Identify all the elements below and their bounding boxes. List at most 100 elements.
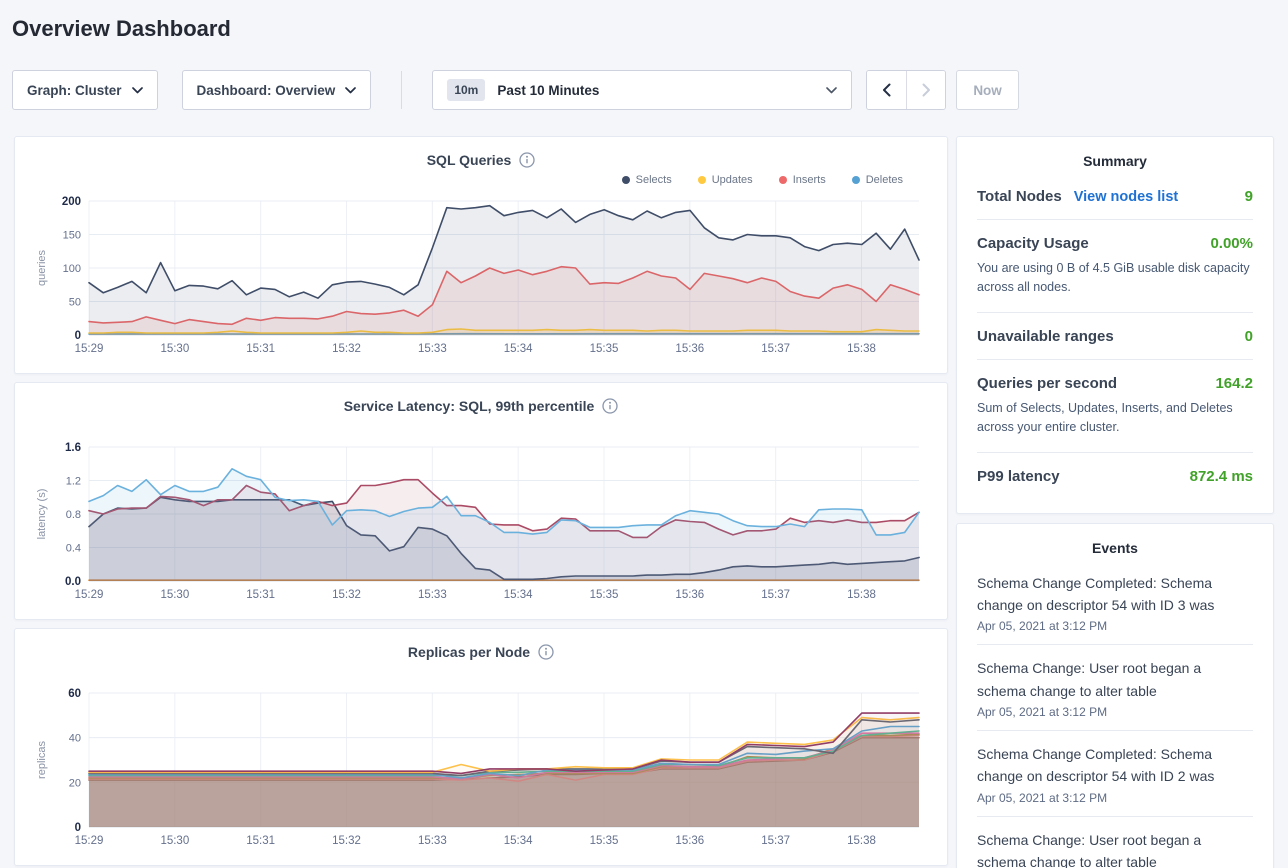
svg-text:15:29: 15:29 xyxy=(75,835,104,847)
svg-text:15:37: 15:37 xyxy=(761,589,790,601)
legend-label: Inserts xyxy=(792,174,826,186)
chevron-left-icon xyxy=(883,83,891,97)
event-item: Schema Change: User root began a schema … xyxy=(977,644,1253,730)
svg-text:15:32: 15:32 xyxy=(332,589,361,601)
chart-title-row: SQL Queries xyxy=(31,149,931,171)
svg-text:0.0: 0.0 xyxy=(65,576,81,588)
summary-row-total-nodes: Total Nodes View nodes list 9 xyxy=(977,173,1253,219)
charts-column: SQL Queries Selects Updates Inserts Deletes… xyxy=(14,136,948,866)
summary-panel: Summary Total Nodes View nodes list 9 Ca… xyxy=(956,136,1274,514)
svg-text:15:38: 15:38 xyxy=(847,835,876,847)
legend-dot-icon xyxy=(697,176,706,184)
time-back-button[interactable] xyxy=(867,71,907,109)
chart-legend xyxy=(31,417,931,435)
event-time: Apr 05, 2021 at 3:12 PM xyxy=(977,705,1108,720)
dashboard-dropdown[interactable]: Dashboard: Overview xyxy=(181,70,372,110)
summary-label: P99 latency xyxy=(977,467,1060,485)
legend-label: Selects xyxy=(635,174,672,186)
legend-item[interactable]: Updates xyxy=(697,174,753,186)
event-text: Schema Change Completed: Schema change o… xyxy=(977,746,1215,785)
svg-text:0.8: 0.8 xyxy=(66,509,81,521)
svg-text:1.2: 1.2 xyxy=(66,476,81,488)
legend-item[interactable]: Deletes xyxy=(851,174,903,186)
events-list: Schema Change Completed: Schema change o… xyxy=(977,560,1253,868)
sidebar-column: Summary Total Nodes View nodes list 9 Ca… xyxy=(956,136,1274,868)
legend-dot-icon xyxy=(621,176,630,184)
svg-text:15:30: 15:30 xyxy=(160,835,189,847)
event-time: Apr 05, 2021 at 3:12 PM xyxy=(977,790,1108,805)
svg-text:200: 200 xyxy=(62,196,81,208)
svg-text:15:37: 15:37 xyxy=(761,835,790,847)
toolbar: Graph: Cluster Dashboard: Overview 10m P… xyxy=(0,42,1288,110)
svg-text:15:36: 15:36 xyxy=(675,343,704,355)
info-icon[interactable] xyxy=(602,398,618,414)
replicas-per-node-chart[interactable]: 15:29 15:30 15:31 15:32 15:33 15:34 15:35 15:36… xyxy=(31,683,931,855)
service-latency-chart[interactable]: 15:29 15:30 15:31 15:32 15:33 15:34 15:35 15:36… xyxy=(31,437,931,609)
chevron-down-icon xyxy=(345,86,357,93)
svg-text:0: 0 xyxy=(75,330,81,342)
svg-text:1.6: 1.6 xyxy=(65,442,81,454)
summary-row-p99-latency: P99 latency 872.4 ms xyxy=(977,451,1253,499)
info-icon[interactable] xyxy=(538,644,554,660)
summary-row-unavailable-ranges: Unavailable ranges 0 xyxy=(977,311,1253,359)
summary-value: 9 xyxy=(1244,188,1253,205)
chevron-down-icon xyxy=(131,86,143,93)
toolbar-divider xyxy=(401,71,403,109)
svg-text:15:31: 15:31 xyxy=(246,589,275,601)
legend-dot-icon xyxy=(851,176,860,184)
now-button[interactable]: Now xyxy=(956,70,1019,110)
svg-text:15:33: 15:33 xyxy=(418,343,447,355)
svg-text:50: 50 xyxy=(69,297,81,309)
summary-value: 0 xyxy=(1244,327,1253,345)
event-item: Schema Change Completed: Schema change o… xyxy=(977,560,1253,645)
service-latency-chart-card: Service Latency: SQL, 99th percentile 15… xyxy=(14,382,948,620)
chart-title-row: Replicas per Node xyxy=(31,641,931,663)
summary-label: Queries per second xyxy=(977,374,1118,392)
svg-text:15:31: 15:31 xyxy=(246,343,275,355)
svg-text:queries: queries xyxy=(36,249,48,286)
svg-text:15:37: 15:37 xyxy=(761,343,790,355)
svg-text:15:35: 15:35 xyxy=(590,835,619,847)
summary-description: You are using 0 B of 4.5 GiB usable disk… xyxy=(977,261,1250,295)
svg-text:15:30: 15:30 xyxy=(160,343,189,355)
legend-dot-icon xyxy=(778,176,787,184)
time-range-badge: 10m xyxy=(447,79,486,101)
svg-text:15:38: 15:38 xyxy=(847,343,876,355)
events-panel: Events Schema Change Completed: Schema c… xyxy=(956,522,1274,868)
event-item: Schema Change Completed: Schema change o… xyxy=(977,730,1253,816)
time-range-dropdown[interactable]: 10m Past 10 Minutes xyxy=(432,70,853,110)
svg-text:15:36: 15:36 xyxy=(675,589,704,601)
time-range-label: Past 10 Minutes xyxy=(497,82,600,98)
svg-text:150: 150 xyxy=(63,230,81,242)
svg-text:15:30: 15:30 xyxy=(160,589,189,601)
graph-dropdown[interactable]: Graph: Cluster xyxy=(12,70,158,110)
svg-text:15:38: 15:38 xyxy=(847,589,876,601)
chart-title: Replicas per Node xyxy=(407,644,531,660)
svg-text:15:35: 15:35 xyxy=(590,589,619,601)
legend-item[interactable]: Selects xyxy=(621,174,672,186)
svg-text:60: 60 xyxy=(68,688,81,700)
svg-text:15:34: 15:34 xyxy=(504,343,533,355)
svg-text:15:29: 15:29 xyxy=(75,589,104,601)
svg-text:15:33: 15:33 xyxy=(418,589,447,601)
svg-text:15:35: 15:35 xyxy=(590,343,619,355)
time-forward-button[interactable] xyxy=(906,71,946,109)
svg-text:15:36: 15:36 xyxy=(675,835,704,847)
dashboard-content: SQL Queries Selects Updates Inserts Deletes… xyxy=(0,110,1288,868)
summary-value: 164.2 xyxy=(1215,374,1253,392)
svg-text:0: 0 xyxy=(75,822,81,834)
summary-row-queries-per-second: Queries per second 164.2 Sum of Selects,… xyxy=(977,358,1253,452)
view-nodes-list-link[interactable]: View nodes list xyxy=(1073,189,1179,205)
sql-queries-chart-card: SQL Queries Selects Updates Inserts Deletes… xyxy=(14,136,948,374)
legend-item[interactable]: Inserts xyxy=(778,174,826,186)
time-window-arrows xyxy=(866,70,947,110)
sql-queries-chart[interactable]: 15:29 15:30 15:31 15:32 15:33 15:34 15:35 15:36… xyxy=(31,191,931,363)
svg-text:15:32: 15:32 xyxy=(332,343,361,355)
info-icon[interactable] xyxy=(519,152,535,168)
replicas-per-node-chart-card: Replicas per Node 15:29 15:30 15:31 15:32 15… xyxy=(14,628,948,866)
svg-text:100: 100 xyxy=(63,263,81,275)
event-time: Apr 05, 2021 at 3:12 PM xyxy=(977,619,1108,634)
chevron-down-icon xyxy=(826,86,838,93)
summary-label: Total Nodes xyxy=(977,188,1062,205)
svg-text:15:34: 15:34 xyxy=(504,589,533,601)
